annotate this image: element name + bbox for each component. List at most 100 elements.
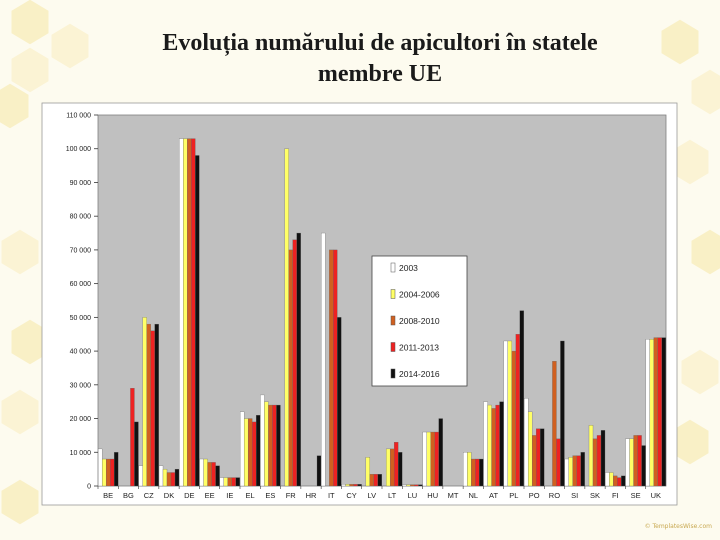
bar-FR-2014-2016 — [296, 232, 301, 487]
bar-PL-2003 — [503, 340, 509, 487]
bar-EL-2003 — [239, 411, 245, 487]
bar-EE-2014-2016 — [215, 465, 220, 487]
bar-SI-2003 — [564, 458, 569, 487]
x-tick-label: CZ — [144, 491, 154, 500]
bar-RO-2014-2016 — [560, 340, 565, 487]
bar-AT-2011-2013 — [495, 404, 500, 487]
bar-ES-2011-2013 — [272, 404, 277, 487]
bar-IT-2014-2016 — [337, 317, 342, 487]
bar-IE-2011-2013 — [231, 477, 237, 487]
x-tick-label: AT — [489, 491, 498, 500]
bar-SE-2011-2013 — [637, 435, 642, 487]
x-tick-label: RO — [549, 491, 560, 500]
x-tick-label: PL — [509, 491, 518, 500]
bar-SK-2014-2016 — [600, 430, 606, 487]
bar-HU-2011-2013 — [434, 431, 439, 487]
x-tick-label: SK — [590, 491, 600, 500]
bar-CY-2008-2010 — [349, 484, 354, 487]
bar-ES-2008-2010 — [268, 404, 273, 487]
bar-HU-2008-2010 — [430, 431, 435, 487]
y-tick-label: 80 000 — [70, 214, 92, 221]
y-tick-label: 110 000 — [66, 113, 91, 120]
x-tick-label: DE — [184, 491, 194, 500]
bar-HU-2003 — [422, 431, 427, 487]
legend-swatch — [390, 315, 396, 326]
legend-label: 2003 — [399, 263, 418, 273]
bar-LU-2008-2010 — [410, 484, 415, 487]
x-tick-label: FR — [286, 491, 297, 500]
bar-EE-2004-2006 — [203, 458, 208, 487]
bar-FI-2014-2016 — [621, 475, 626, 487]
y-tick-label: 50 000 — [70, 315, 92, 322]
bar-DE-2003 — [179, 138, 184, 487]
bar-NL-2004-2006 — [467, 452, 472, 487]
bar-HU-2014-2016 — [438, 418, 443, 487]
watermark: © TemplatesWise.com — [644, 523, 712, 530]
bar-CY-2003 — [341, 484, 346, 487]
x-tick-label: HU — [427, 491, 438, 500]
bar-EE-2008-2010 — [207, 462, 212, 487]
bar-LV-2014-2016 — [377, 474, 383, 487]
legend-label: 2014-2016 — [399, 369, 440, 379]
bar-HU-2004-2006 — [426, 431, 431, 487]
bar-ES-2004-2006 — [264, 401, 269, 487]
legend-swatch — [390, 342, 396, 352]
bar-SE-2008-2010 — [633, 435, 638, 487]
bar-LV-2011-2013 — [373, 474, 379, 487]
bar-NL-2008-2010 — [471, 458, 476, 487]
slide-title: Evoluția numărului de apicultori în stat… — [60, 28, 700, 90]
bar-CZ-2011-2013 — [150, 330, 155, 487]
bar-PL-2004-2006 — [507, 340, 513, 487]
legend-swatch — [390, 262, 396, 273]
bar-AT-2004-2006 — [487, 404, 492, 487]
bar-CY-2014-2016 — [357, 484, 362, 487]
bar-DE-2014-2016 — [195, 155, 200, 487]
bar-BE-2008-2010 — [105, 458, 111, 487]
legend-label: 2011-2013 — [399, 343, 439, 353]
bar-LT-2014-2016 — [397, 452, 403, 487]
bar-NL-2014-2016 — [479, 458, 484, 487]
bar-EL-2004-2006 — [243, 418, 249, 487]
bar-SE-2003 — [625, 438, 630, 487]
bar-CZ-2014-2016 — [154, 323, 159, 487]
bar-LU-2004-2006 — [406, 484, 411, 487]
bar-SK-2008-2010 — [592, 438, 598, 487]
x-tick-label: SI — [571, 491, 578, 500]
bar-BE-2003 — [97, 448, 103, 487]
bar-RO-2008-2010 — [552, 361, 557, 487]
y-tick-label: 20 000 — [70, 416, 92, 423]
x-tick-label: IE — [226, 491, 233, 500]
bar-FI-2004-2006 — [609, 472, 614, 487]
bar-IE-2003 — [219, 477, 225, 487]
bar-PO-2008-2010 — [531, 435, 537, 487]
bar-SI-2014-2016 — [580, 452, 585, 487]
bar-EL-2014-2016 — [255, 415, 261, 487]
bar-BE-2014-2016 — [113, 452, 119, 487]
bar-SI-2011-2013 — [576, 455, 581, 487]
bar-FR-2011-2013 — [292, 239, 297, 487]
bar-CY-2011-2013 — [353, 484, 358, 487]
bar-DE-2004-2006 — [183, 138, 188, 487]
y-tick-label: 60 000 — [70, 281, 92, 288]
x-tick-label: FI — [612, 491, 619, 500]
y-tick-label: 30 000 — [70, 382, 92, 389]
bar-PL-2011-2013 — [515, 334, 521, 487]
x-tick-label: UK — [651, 491, 661, 500]
bar-CY-2004-2006 — [345, 484, 350, 487]
bar-FI-2011-2013 — [617, 477, 622, 487]
bar-EL-2011-2013 — [251, 421, 257, 487]
bar-IE-2008-2010 — [227, 477, 233, 487]
y-tick-label: 70 000 — [70, 247, 92, 254]
bar-IE-2014-2016 — [235, 477, 241, 487]
bar-IT-2003 — [321, 232, 326, 487]
x-tick-label: EL — [246, 491, 255, 500]
x-tick-label: IT — [328, 491, 335, 500]
bar-HR-2014-2016 — [316, 455, 322, 487]
legend-swatch — [390, 289, 396, 299]
bar-SK-2004-2006 — [588, 425, 594, 487]
x-tick-label: LV — [368, 491, 377, 500]
bar-SE-2004-2006 — [629, 438, 634, 487]
bar-PO-2011-2013 — [535, 428, 541, 487]
bar-NL-2011-2013 — [475, 458, 480, 487]
